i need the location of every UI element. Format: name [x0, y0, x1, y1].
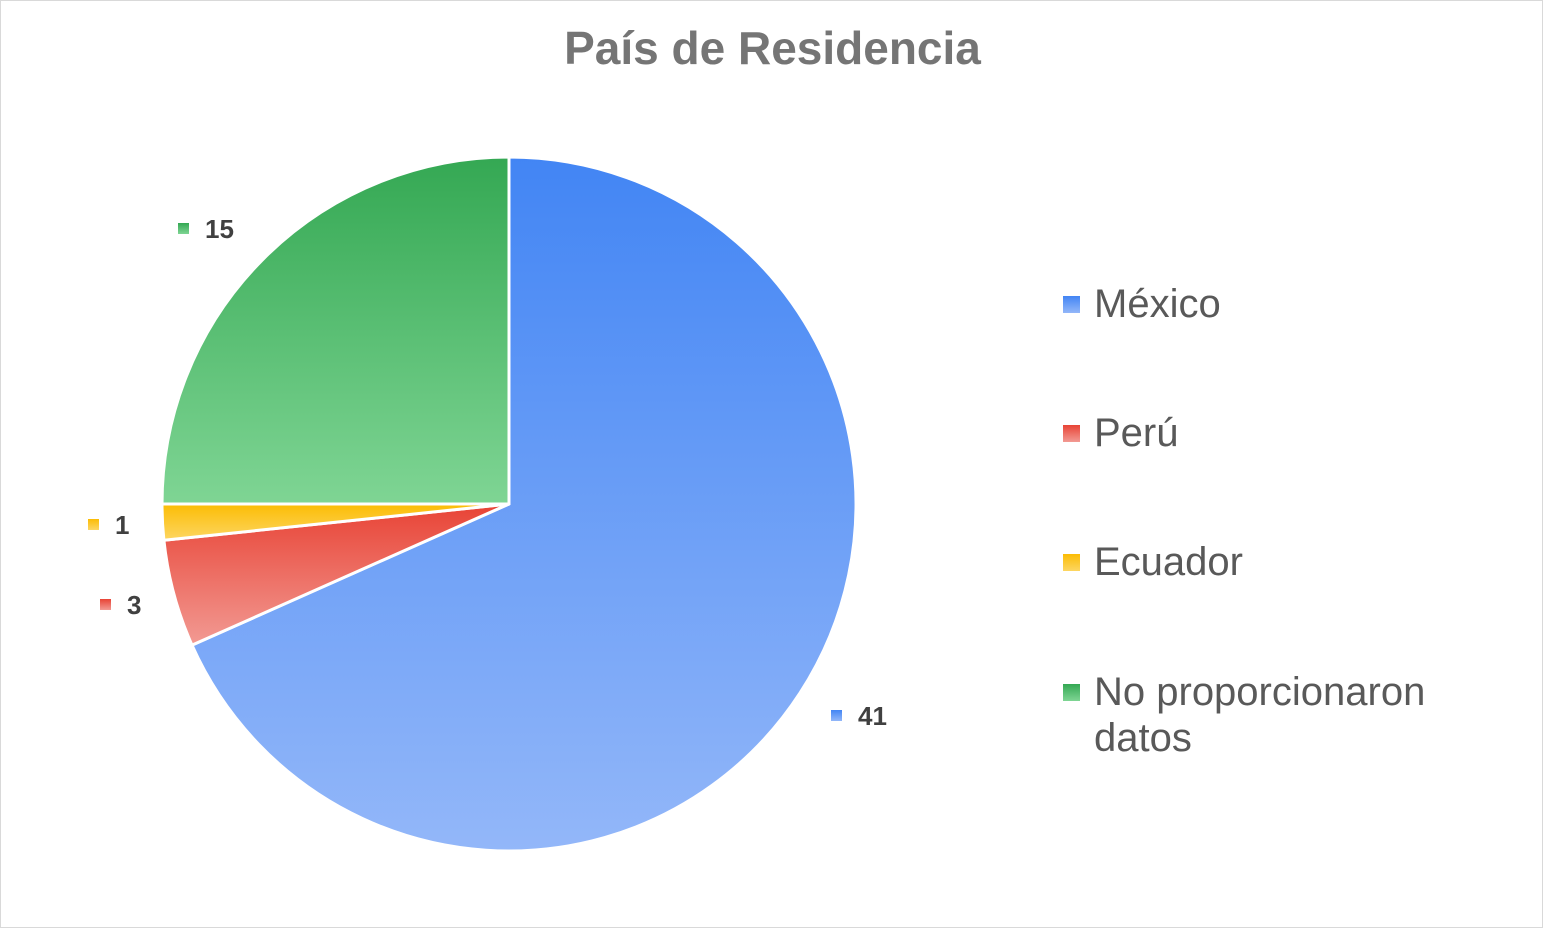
data-label-mexico: 41: [858, 701, 887, 731]
legend-item-peru: Perú: [1063, 410, 1474, 456]
pie-slice-mexico: [190, 155, 858, 853]
legend-swatch-no-data: [1063, 684, 1080, 701]
pie-slices: [160, 155, 858, 853]
legend-label: Ecuador: [1094, 540, 1243, 584]
legend-item-ecuador: Ecuador: [1063, 539, 1474, 585]
data-label-swatch-peru: [100, 599, 111, 610]
data-label-swatch-no-data: [178, 223, 189, 234]
pie-data-labels: 41 3 1 15: [88, 214, 887, 731]
chart-title: País de Residencia: [564, 22, 981, 74]
legend-swatch-ecuador: [1063, 554, 1080, 571]
data-label-swatch-mexico: [831, 710, 842, 721]
legend-label: No proporcionaron datos: [1094, 670, 1426, 760]
data-label-ecuador: 1: [115, 510, 129, 540]
legend-label: México: [1094, 282, 1221, 326]
legend-label: Perú: [1094, 411, 1179, 455]
pie-slice-no-data: [160, 155, 511, 506]
legend-item-no-data: No proporcionaron datos: [1063, 669, 1474, 761]
legend-swatch-peru: [1063, 425, 1080, 442]
data-label-swatch-ecuador: [88, 519, 99, 530]
data-label-no-data: 15: [205, 214, 234, 244]
legend-item-mexico: México: [1063, 281, 1474, 327]
legend-swatch-mexico: [1063, 296, 1080, 313]
data-label-peru: 3: [127, 590, 141, 620]
